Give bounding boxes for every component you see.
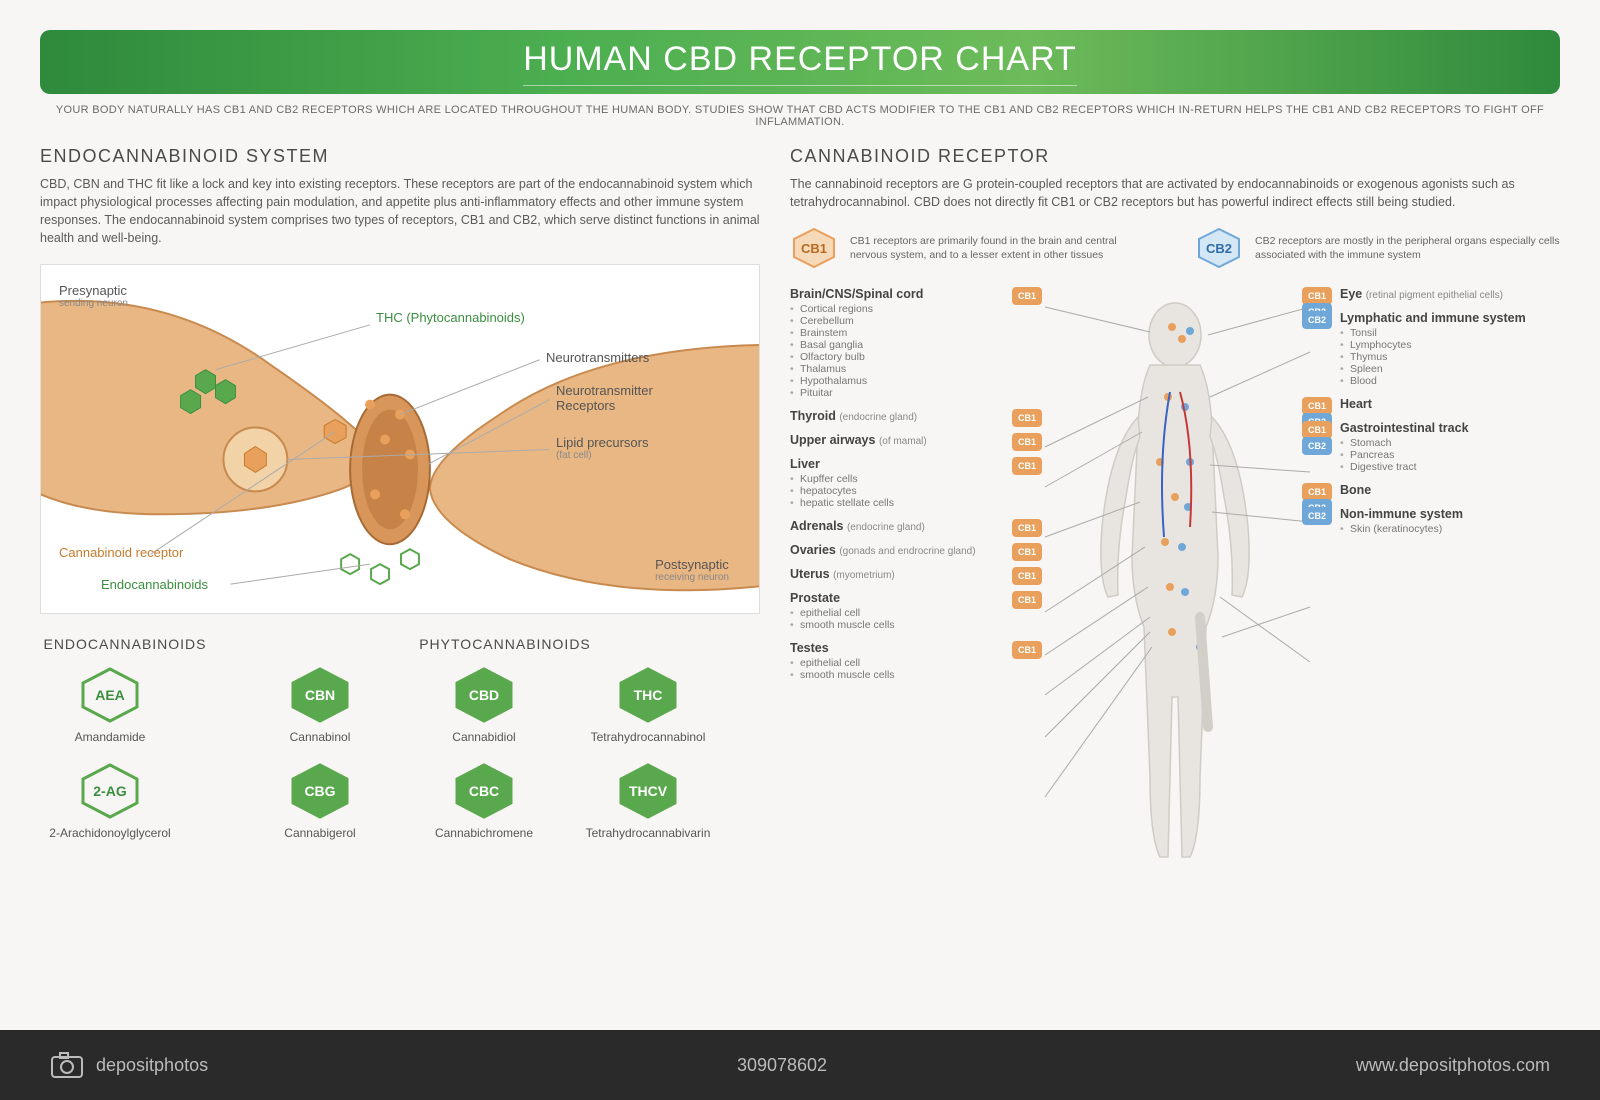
footer-brand-text: depositphotos xyxy=(96,1055,208,1076)
left-column: ENDOCANNABINOID SYSTEM CBD, CBN and THC … xyxy=(40,146,760,877)
footer-brand: depositphotos xyxy=(50,1048,208,1082)
compound-aea: AEAAmandamide xyxy=(40,666,180,744)
endo-system-body: CBD, CBN and THC fit like a lock and key… xyxy=(40,175,760,248)
label-thc: THC (Phytocannabinoids) xyxy=(376,310,525,325)
compound-hex-section: ENDOCANNABINOIDS AEAAmandamide 2-AG2-Arac… xyxy=(40,636,760,840)
endocannabinoids-column: ENDOCANNABINOIDS AEAAmandamide 2-AG2-Arac… xyxy=(40,636,210,840)
organ-testes: CB1Testesepithelial cellsmooth muscle ce… xyxy=(790,641,1010,681)
organ-thyroid: CB1Thyroid (endocrine gland) xyxy=(790,409,1010,423)
label-postsynaptic: Postsynapticreceiving neuron xyxy=(655,557,729,583)
organ-prostate: CB1Prostateepithelial cellsmooth muscle … xyxy=(790,591,1010,631)
organs-right-list: CB1CB2Eye (retinal pigment epithelial ce… xyxy=(1340,287,1560,545)
organ-liver: CB1LiverKupffer cellshepatocyteshepatic … xyxy=(790,457,1010,509)
footer-image-id: 309078602 xyxy=(737,1055,827,1076)
label-lipid: Lipid precursors(fat cell) xyxy=(556,435,649,461)
organ-gastrointestinal-track: CB1CB2Gastrointestinal trackStomachPancr… xyxy=(1340,421,1560,473)
cb2-desc: CB2 receptors are mostly in the peripher… xyxy=(1255,234,1560,262)
synapse-diagram: Presynapticsending neuron THC (Phytocann… xyxy=(40,264,760,614)
cb1-key: CB1 CB1 receptors are primarily found in… xyxy=(790,227,1155,269)
cb2-badge-icon: CB2 xyxy=(1195,227,1243,269)
two-column-layout: ENDOCANNABINOID SYSTEM CBD, CBN and THC … xyxy=(40,146,1560,877)
organ-heart: CB1CB2Heart xyxy=(1340,397,1560,411)
footer-bar: depositphotos 309078602 www.depositphoto… xyxy=(0,1030,1600,1100)
endo-heading: ENDOCANNABINOIDS xyxy=(40,636,210,652)
infographic-page: HUMAN CBD RECEPTOR CHART YOUR BODY NATUR… xyxy=(0,0,1600,1030)
endo-grid: AEAAmandamide 2-AG2-Arachidonoylglycerol xyxy=(40,666,210,840)
organ-non-immune-system: CB2Non-immune systemSkin (keratinocytes) xyxy=(1340,507,1560,535)
compound-cbc: CBCCannabichromene xyxy=(414,762,554,840)
organ-lymphatic-and-immune-system: CB2Lymphatic and immune systemTonsilLymp… xyxy=(1340,311,1560,387)
compound-cbg: CBGCannabigerol xyxy=(250,762,390,840)
footer-url: www.depositphotos.com xyxy=(1356,1055,1550,1076)
cb1-badge-icon: CB1 xyxy=(790,227,838,269)
label-ntr: Neurotransmitter Receptors xyxy=(556,383,706,413)
organ-upper-airways: CB1Upper airways (of mamal) xyxy=(790,433,1010,447)
endo-system-heading: ENDOCANNABINOID SYSTEM xyxy=(40,146,760,167)
label-neurotransmitters: Neurotransmitters xyxy=(546,350,649,365)
phytocannabinoids-column: PHYTOCANNABINOIDS CBNCannabinol CBDCannab… xyxy=(250,636,760,840)
cb1-desc: CB1 receptors are primarily found in the… xyxy=(850,234,1155,262)
compound-thc: THCTetrahydrocannabinol xyxy=(578,666,718,744)
organ-bone: CB1CB2Bone xyxy=(1340,483,1560,497)
human-body-map: CB1Brain/CNS/Spinal cordCortical regions… xyxy=(790,287,1560,877)
page-title: HUMAN CBD RECEPTOR CHART xyxy=(523,40,1077,86)
compound-thcv: THCVTetrahydrocannabivarin xyxy=(578,762,718,840)
organs-left-list: CB1Brain/CNS/Spinal cordCortical regions… xyxy=(790,287,1010,691)
camera-icon xyxy=(50,1048,84,1082)
title-banner: HUMAN CBD RECEPTOR CHART xyxy=(40,30,1560,94)
phyto-heading: PHYTOCANNABINOIDS xyxy=(250,636,760,652)
organ-uterus: CB1Uterus (myometrium) xyxy=(790,567,1010,581)
receptor-body: The cannabinoid receptors are G protein-… xyxy=(790,175,1560,211)
label-cb-receptor: Cannabinoid receptor xyxy=(59,545,183,560)
label-endocannabinoids: Endocannabinoids xyxy=(101,577,208,592)
compound-cbn: CBNCannabinol xyxy=(250,666,390,744)
organ-ovaries: CB1Ovaries (gonads and endrocrine gland) xyxy=(790,543,1010,557)
compound-cbd: CBDCannabidiol xyxy=(414,666,554,744)
compound-2-ag: 2-AG2-Arachidonoylglycerol xyxy=(40,762,180,840)
cb2-key: CB2 CB2 receptors are mostly in the peri… xyxy=(1195,227,1560,269)
label-presynaptic: Presynapticsending neuron xyxy=(59,283,128,309)
organ-adrenals: CB1Adrenals (endocrine gland) xyxy=(790,519,1010,533)
intro-text: YOUR BODY NATURALLY HAS CB1 AND CB2 RECE… xyxy=(40,104,1560,128)
receptor-heading: CANNABINOID RECEPTOR xyxy=(790,146,1560,167)
phyto-grid: CBNCannabinol CBDCannabidiol THCTetrahydro… xyxy=(250,666,760,840)
receptor-legend: CB1 CB1 receptors are primarily found in… xyxy=(790,227,1560,269)
organ-brain-cns-spinal-cord: CB1Brain/CNS/Spinal cordCortical regions… xyxy=(790,287,1010,399)
right-column: CANNABINOID RECEPTOR The cannabinoid rec… xyxy=(790,146,1560,877)
organ-eye: CB1CB2Eye (retinal pigment epithelial ce… xyxy=(1340,287,1560,301)
